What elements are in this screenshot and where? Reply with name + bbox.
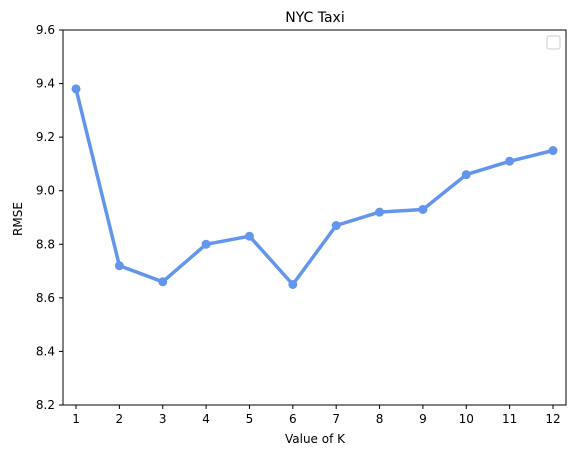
- chart-title: NYC Taxi: [285, 10, 344, 26]
- x-tick-label: 10: [459, 412, 474, 426]
- x-tick-label: 4: [202, 412, 210, 426]
- y-tick-label: 9.0: [36, 184, 55, 198]
- data-point: [201, 239, 211, 249]
- data-point: [375, 207, 385, 217]
- x-tick-label: 6: [289, 412, 297, 426]
- y-tick-label: 8.4: [36, 344, 55, 358]
- legend-box: [546, 35, 561, 50]
- x-tick-label: 1: [72, 412, 80, 426]
- x-axis: 1 2 3 4 5 6 7 8 9 10 11 12: [72, 405, 561, 426]
- data-point: [505, 156, 515, 166]
- x-tick-label: 11: [502, 412, 517, 426]
- data-point: [244, 231, 254, 241]
- y-tick-label: 8.2: [36, 398, 55, 412]
- data-point: [418, 204, 428, 214]
- x-tick-label: 8: [376, 412, 384, 426]
- data-point: [71, 84, 81, 94]
- data-point: [461, 170, 471, 180]
- x-tick-label: 2: [116, 412, 124, 426]
- y-tick-label: 8.8: [36, 237, 55, 251]
- plot-area: [62, 29, 567, 406]
- data-point: [548, 146, 558, 156]
- x-tick-label: 7: [332, 412, 340, 426]
- x-tick-label: 9: [419, 412, 427, 426]
- y-axis: 8.2 8.4 8.6 8.8 9.0 9.2 9.4 9.6: [36, 23, 63, 412]
- y-tick-label: 9.4: [36, 77, 55, 91]
- y-axis-label: RMSE: [11, 202, 25, 236]
- series-layer: [71, 84, 558, 289]
- y-tick-label: 9.2: [36, 130, 55, 144]
- data-point: [158, 277, 168, 287]
- y-tick-label: 8.6: [36, 291, 55, 305]
- plot-frame: [62, 29, 567, 406]
- x-tick-label: 3: [159, 412, 167, 426]
- series-line: [74, 87, 555, 287]
- data-point: [114, 261, 124, 271]
- x-tick-label: 12: [545, 412, 560, 426]
- x-tick-label: 5: [246, 412, 254, 426]
- data-point: [288, 279, 298, 289]
- data-point: [331, 221, 341, 231]
- x-axis-label: Value of K: [285, 432, 346, 446]
- y-tick-label: 9.6: [36, 23, 55, 37]
